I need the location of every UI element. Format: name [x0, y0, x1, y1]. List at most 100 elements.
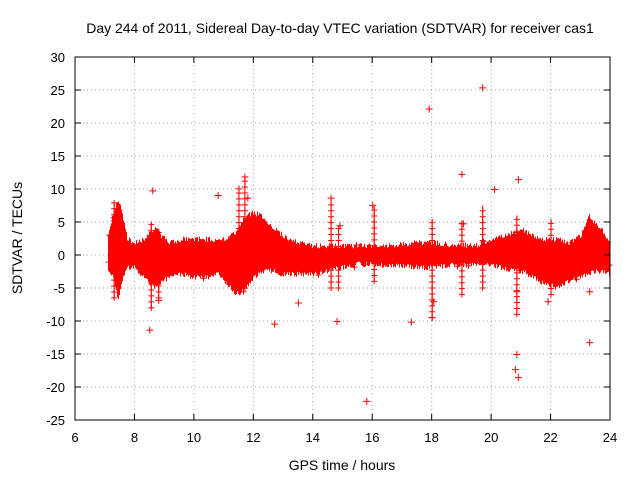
x-tick-label: 14: [306, 430, 320, 445]
data-point: [235, 285, 242, 291]
data-point: [148, 275, 155, 282]
data-point: [328, 225, 335, 232]
y-tick-label: 25: [51, 83, 65, 98]
outlier-point: [511, 366, 519, 374]
y-tick-label: 15: [51, 149, 65, 164]
data-point: [155, 235, 162, 242]
x-tick-label: 24: [603, 430, 617, 445]
data-band-series: [105, 175, 613, 321]
data-point: [115, 207, 122, 214]
data-point: [429, 261, 436, 268]
outlier-point: [425, 105, 433, 113]
data-point: [548, 226, 555, 233]
data-point: [371, 224, 378, 231]
data-point: [148, 233, 155, 240]
data-point: [328, 249, 335, 256]
data-point: [548, 291, 555, 298]
data-point: [235, 207, 242, 214]
data-point: [429, 249, 436, 256]
data-point: [115, 213, 122, 220]
data-point: [241, 184, 248, 191]
data-point: [458, 291, 465, 298]
data-point: [241, 255, 248, 262]
data-point: [115, 225, 122, 232]
data-point: [513, 240, 520, 247]
data-point: [235, 219, 242, 226]
data-point: [335, 279, 342, 286]
data-point: [458, 226, 465, 233]
data-point: [148, 292, 155, 299]
data-point: [513, 281, 520, 288]
data-point: [513, 228, 520, 235]
data-point: [111, 205, 118, 212]
data-point: [241, 261, 248, 268]
data-point: [315, 272, 322, 279]
data-point: [458, 232, 465, 239]
data-point: [148, 251, 155, 258]
data-point: [328, 213, 335, 220]
data-point: [361, 261, 368, 268]
outlier-point: [428, 314, 436, 322]
data-point: [429, 225, 436, 232]
data-point: [241, 189, 248, 196]
outlier-point: [294, 299, 302, 307]
data-point: [235, 243, 242, 250]
data-point: [235, 231, 242, 238]
data-point: [115, 261, 122, 268]
data-point: [115, 255, 122, 262]
data-point: [111, 294, 118, 301]
data-point: [513, 222, 520, 229]
data-point: [479, 231, 486, 238]
data-point: [111, 283, 118, 290]
data-point: [458, 238, 465, 245]
data-point: [479, 225, 486, 232]
outlier-point: [459, 220, 467, 228]
outlier-point: [491, 186, 499, 193]
data-point: [371, 242, 378, 249]
data-point: [115, 279, 122, 286]
data-point: [111, 259, 118, 266]
data-point: [479, 261, 486, 268]
data-point: [111, 265, 118, 272]
data-point: [241, 219, 248, 226]
data-point: [480, 238, 487, 245]
data-point: [148, 286, 155, 293]
data-point: [479, 285, 486, 291]
data-point: [513, 311, 520, 318]
outlier-point: [513, 351, 521, 358]
y-tick-label: -20: [46, 380, 65, 395]
data-point: [371, 254, 378, 261]
data-point: [328, 261, 335, 268]
data-point: [241, 237, 248, 244]
data-point: [335, 249, 342, 256]
data-point: [155, 259, 162, 266]
data-point: [513, 216, 520, 223]
data-point: [148, 269, 155, 276]
data-point: [240, 288, 247, 295]
x-tick-labels: 6 8 10 12 14 16 18 20 22 24: [71, 430, 617, 445]
data-point: [429, 290, 436, 297]
data-point: [235, 201, 242, 208]
outlier-point: [146, 326, 154, 334]
data-point: [148, 245, 155, 252]
x-tick-label: 18: [424, 430, 438, 445]
data-point: [513, 252, 520, 258]
data-point: [148, 263, 155, 270]
plot-frame: [74, 56, 611, 421]
data-point: [155, 253, 162, 260]
data-point: [241, 201, 248, 208]
data-point: [513, 246, 520, 253]
data-point: [371, 207, 378, 214]
data-point: [115, 249, 122, 256]
data-point: [458, 267, 465, 274]
data-point: [111, 199, 118, 206]
data-point: [371, 219, 378, 225]
outlier-points: [146, 84, 594, 405]
y-tick-label: -25: [46, 413, 65, 428]
data-point: [235, 195, 242, 202]
data-point: [458, 250, 465, 257]
data-point: [513, 305, 520, 312]
data-point: [479, 237, 486, 244]
data-point: [115, 285, 122, 291]
